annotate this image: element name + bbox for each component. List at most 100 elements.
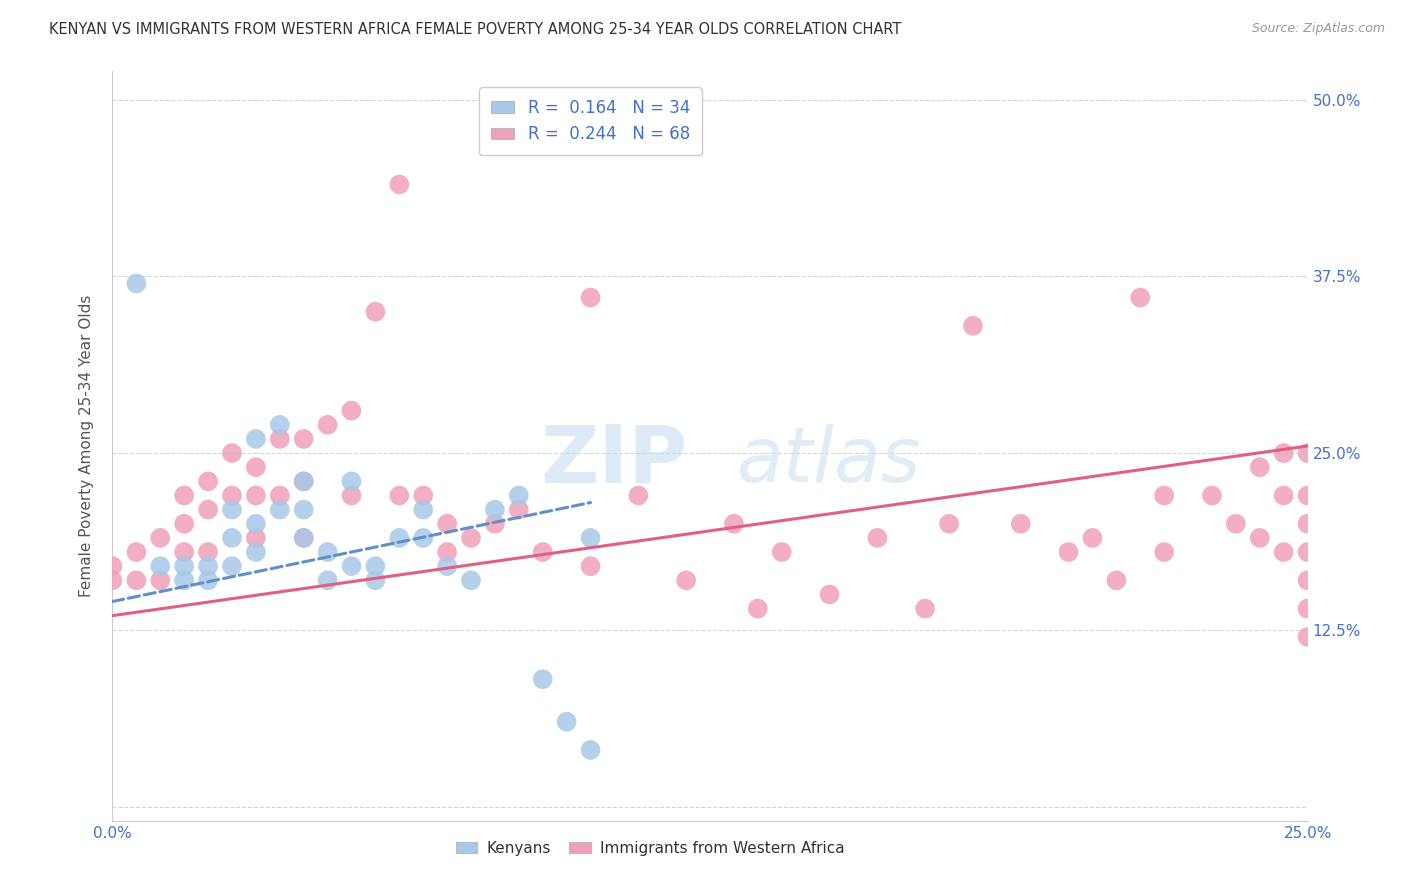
Point [125, 574, 148, 588]
Point [1272, 545, 1295, 559]
Point [245, 432, 267, 446]
Point [269, 488, 291, 502]
Text: atlas: atlas [737, 424, 922, 498]
Point [221, 488, 243, 502]
Point [245, 531, 267, 545]
Point [197, 502, 219, 516]
Point [627, 488, 650, 502]
Point [149, 559, 172, 574]
Text: ZIP: ZIP [541, 422, 688, 500]
Point [1081, 531, 1104, 545]
Point [388, 531, 411, 545]
Point [245, 460, 267, 475]
Point [316, 545, 339, 559]
Point [484, 502, 506, 516]
Point [579, 559, 602, 574]
Point [340, 488, 363, 502]
Point [1225, 516, 1247, 531]
Point [531, 673, 554, 687]
Point [747, 601, 769, 615]
Point [460, 574, 482, 588]
Point [1296, 574, 1319, 588]
Point [197, 475, 219, 489]
Point [221, 531, 243, 545]
Point [508, 488, 530, 502]
Point [1296, 545, 1319, 559]
Point [221, 559, 243, 574]
Point [1296, 601, 1319, 615]
Point [340, 475, 363, 489]
Point [508, 502, 530, 516]
Point [938, 516, 960, 531]
Point [292, 475, 315, 489]
Point [269, 502, 291, 516]
Point [269, 432, 291, 446]
Point [579, 291, 602, 305]
Point [1153, 488, 1175, 502]
Point [125, 277, 148, 291]
Y-axis label: Female Poverty Among 25-34 Year Olds: Female Poverty Among 25-34 Year Olds [79, 295, 94, 597]
Point [1249, 460, 1271, 475]
Point [364, 304, 387, 318]
Point [1010, 516, 1032, 531]
Point [197, 574, 219, 588]
Point [675, 574, 697, 588]
Point [173, 545, 195, 559]
Point [221, 502, 243, 516]
Point [388, 178, 411, 192]
Point [340, 559, 363, 574]
Point [197, 559, 219, 574]
Point [723, 516, 745, 531]
Point [1296, 446, 1319, 460]
Point [1201, 488, 1223, 502]
Point [1272, 488, 1295, 502]
Point [412, 502, 434, 516]
Point [292, 502, 315, 516]
Point [1129, 291, 1152, 305]
Point [245, 488, 267, 502]
Point [364, 559, 387, 574]
Point [149, 574, 172, 588]
Point [173, 516, 195, 531]
Legend: Kenyans, Immigrants from Western Africa: Kenyans, Immigrants from Western Africa [450, 835, 851, 862]
Point [436, 516, 458, 531]
Point [364, 574, 387, 588]
Point [388, 488, 411, 502]
Point [1105, 574, 1128, 588]
Point [1272, 446, 1295, 460]
Point [292, 475, 315, 489]
Point [316, 417, 339, 432]
Point [340, 403, 363, 417]
Point [125, 545, 148, 559]
Point [292, 531, 315, 545]
Text: KENYAN VS IMMIGRANTS FROM WESTERN AFRICA FEMALE POVERTY AMONG 25-34 YEAR OLDS CO: KENYAN VS IMMIGRANTS FROM WESTERN AFRICA… [49, 22, 901, 37]
Point [484, 516, 506, 531]
Point [914, 601, 936, 615]
Point [149, 531, 172, 545]
Point [1249, 531, 1271, 545]
Point [197, 545, 219, 559]
Point [436, 545, 458, 559]
Point [316, 574, 339, 588]
Point [1057, 545, 1080, 559]
Point [101, 559, 124, 574]
Point [221, 446, 243, 460]
Point [173, 488, 195, 502]
Point [1153, 545, 1175, 559]
Point [962, 318, 984, 333]
Point [579, 743, 602, 757]
Point [245, 545, 267, 559]
Point [531, 545, 554, 559]
Point [1296, 630, 1319, 644]
Point [292, 432, 315, 446]
Point [412, 531, 434, 545]
Point [412, 488, 434, 502]
Point [436, 559, 458, 574]
Point [818, 587, 841, 601]
Point [579, 531, 602, 545]
Point [555, 714, 578, 729]
Point [269, 417, 291, 432]
Point [866, 531, 889, 545]
Point [245, 516, 267, 531]
Point [770, 545, 793, 559]
